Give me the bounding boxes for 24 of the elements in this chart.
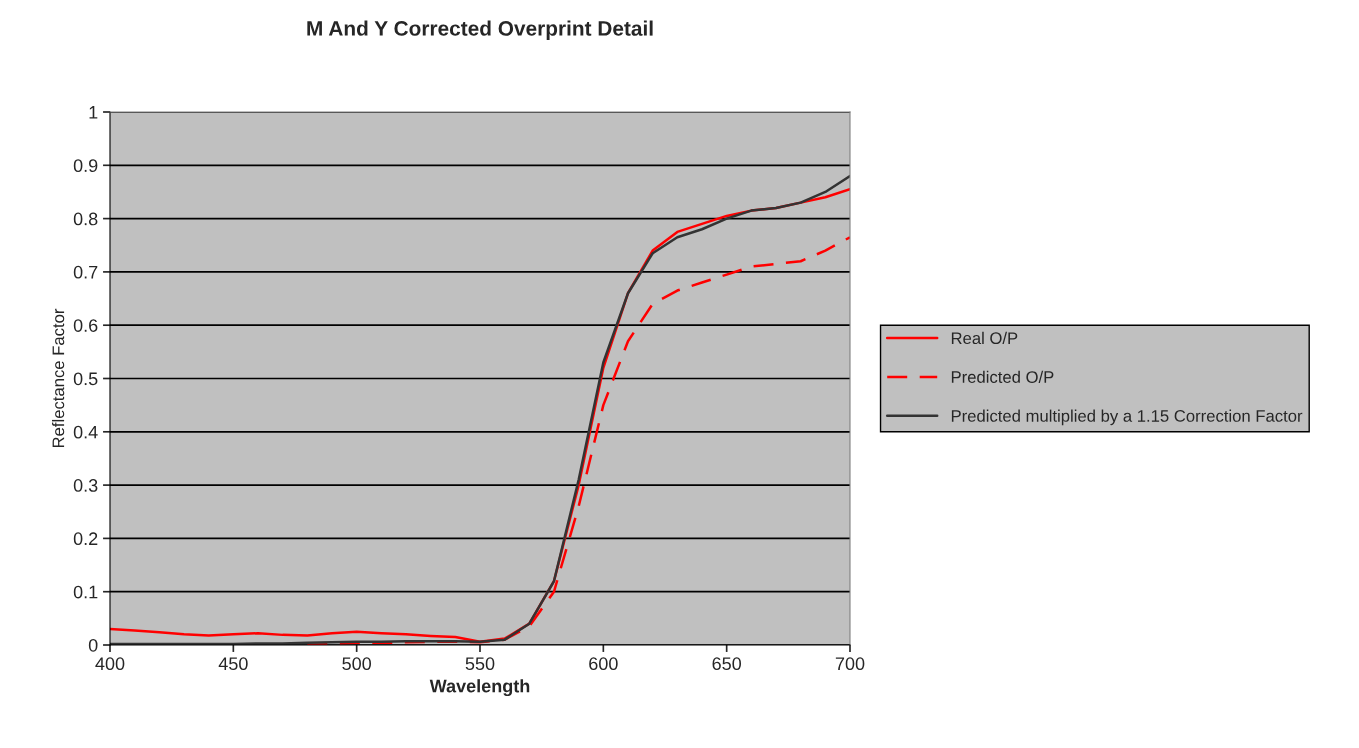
legend-label: Predicted multiplied by a 1.15 Correction Factor — [951, 409, 1303, 426]
y-tick-label: 0.5 — [73, 372, 98, 386]
x-tick-label: 600 — [589, 657, 618, 671]
y-tick-label: 0.2 — [73, 532, 98, 546]
x-tick-label: 400 — [95, 657, 125, 671]
y-tick-label: 0.1 — [73, 585, 98, 599]
y-tick-label: 0.9 — [73, 159, 98, 173]
y-tick-label: 0.7 — [73, 265, 98, 279]
y-tick-label: 0.3 — [73, 479, 98, 492]
y-tick-label: 1 — [89, 106, 98, 119]
x-tick-label: 550 — [465, 657, 495, 671]
x-tick-label: 450 — [218, 657, 248, 671]
x-tick-label: 650 — [712, 657, 742, 671]
y-tick-label: 0.8 — [73, 212, 98, 226]
y-axis-title: Reflectance Factor — [52, 308, 65, 448]
y-tick-label: 0.6 — [73, 319, 98, 332]
y-tick-label: 0.4 — [73, 425, 98, 439]
x-tick-label: 500 — [342, 657, 372, 671]
x-axis-title: Wavelength — [429, 679, 530, 697]
legend-label: Real O/P — [951, 331, 1018, 345]
x-tick-label: 700 — [835, 657, 865, 671]
chart-title: M And Y Corrected Overprint Detail — [307, 20, 653, 40]
y-tick-label: 0 — [88, 638, 98, 652]
legend-label: Predicted O/P — [951, 370, 1054, 383]
